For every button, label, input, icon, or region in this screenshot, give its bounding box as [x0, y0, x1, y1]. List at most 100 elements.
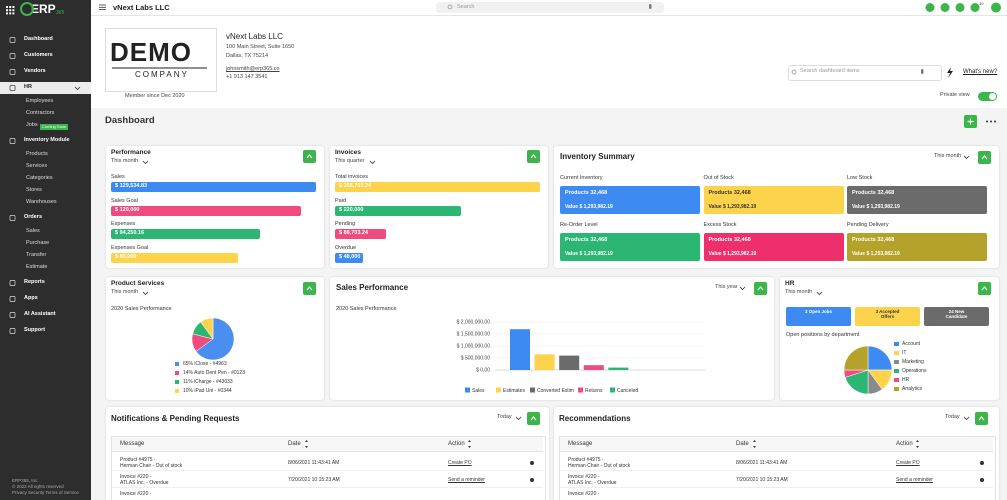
tile-label: Low Stock — [847, 175, 873, 182]
tile-products: Products 32,468 — [565, 237, 608, 244]
dashboard-title: Dashboard — [105, 115, 155, 127]
bar — [111, 205, 301, 216]
action-link[interactable]: Create PO — [448, 459, 472, 466]
bar-label: Expenses Goal — [111, 244, 149, 251]
menu-item[interactable]: Reports — [24, 279, 45, 286]
hr-tile — [924, 307, 989, 326]
message-text: Invoice #220 - — [568, 490, 600, 497]
card-title: Notifications & Pending Requests — [111, 414, 240, 423]
period-dropdown[interactable]: This month — [785, 289, 813, 296]
column-header[interactable]: Message — [120, 441, 145, 447]
period-dropdown[interactable]: This quarter — [335, 158, 365, 165]
bar-label: Total invoices — [335, 174, 369, 181]
card-title: HR — [785, 279, 795, 287]
card-title: Invoices — [335, 148, 362, 156]
period-dropdown[interactable]: This month — [111, 158, 139, 165]
avatar-initials: AJ — [992, 4, 999, 10]
action-link[interactable]: Send a reminder — [448, 476, 485, 483]
submenu-item[interactable]: Transfer — [26, 252, 47, 259]
dashboard-search[interactable] — [788, 65, 942, 81]
column-header[interactable]: Action — [448, 441, 465, 447]
company-address: 100 Main Street, Suite 1650 — [226, 44, 295, 51]
menu-item[interactable]: Customers — [24, 52, 53, 59]
submenu-item[interactable]: Sales — [26, 228, 40, 235]
search-box[interactable] — [436, 2, 664, 13]
tile-label: Current Inventory — [560, 175, 603, 182]
bar-value-label: $ 88,703.24 — [339, 230, 369, 237]
tile-value: Value $ 1,293,982.19 — [852, 203, 900, 210]
submenu-item[interactable]: Jobs — [26, 122, 38, 129]
bar-label: Paid — [335, 197, 347, 204]
inventory-tile — [560, 186, 700, 214]
hr-tile-text: 3 Open Jobs — [804, 309, 832, 314]
menu-item[interactable]: Inventory Module — [24, 137, 70, 144]
bar-value-label: $ 80,000 — [115, 253, 137, 260]
menu-item[interactable]: Vendors — [24, 68, 46, 75]
message-text: Herman Chair - Out of stock — [568, 462, 631, 469]
submenu-item[interactable]: Categories — [26, 175, 53, 182]
column-header[interactable]: Date — [288, 441, 301, 447]
menu-item[interactable]: HR — [24, 84, 32, 91]
menu-item[interactable]: Orders — [24, 214, 43, 221]
menu-item[interactable]: Support — [24, 327, 46, 334]
date-text: 8/06/2021 11:43:41 AM — [736, 459, 788, 466]
menu-item[interactable]: AI Assistant — [24, 311, 56, 318]
company-menu[interactable]: vNext Labs LLC — [113, 2, 170, 12]
header — [91, 16, 1007, 108]
whats-new-link[interactable]: What's new? — [963, 69, 998, 75]
tile-label: Excess Stock — [703, 222, 737, 229]
submenu-item[interactable]: Services — [26, 163, 48, 170]
period-dropdown[interactable]: This month — [934, 153, 962, 160]
dashboard-search-placeholder: Search dashboard items — [800, 68, 860, 75]
column-header[interactable]: Action — [896, 441, 913, 447]
card-title: Product Services — [111, 279, 165, 287]
tile-label: Re-Order Level — [560, 222, 598, 229]
sidebar — [0, 0, 91, 500]
submenu-item[interactable]: Warehouses — [26, 199, 57, 206]
hr-tile-text: 24 New Candidate — [945, 309, 968, 320]
period-dropdown[interactable]: This year — [715, 284, 738, 291]
tile-value: Value $ 1,293,982.19 — [565, 203, 613, 210]
footer-text: ERP365, Inc. — [12, 477, 39, 483]
logo: ERP — [31, 2, 56, 16]
column-header[interactable]: Date — [736, 441, 749, 447]
table — [111, 436, 546, 500]
message-text: Product #4975 - — [568, 456, 604, 463]
submenu-item[interactable]: Stores — [26, 187, 42, 194]
company-email[interactable]: johnsmith@erp365.co — [226, 66, 280, 73]
row-divider — [560, 470, 993, 471]
bar-value-label: $ 48,000 — [339, 253, 361, 260]
footer-text: Privacy Security Terms of Service — [12, 489, 79, 495]
date-text: 7/20/2021 10:15:23 AM — [288, 476, 340, 483]
column-header[interactable]: Message — [568, 441, 593, 447]
legend-label: IT — [902, 349, 907, 356]
submenu-item[interactable]: Contractors — [26, 110, 55, 117]
submenu-item[interactable]: Estimate — [26, 264, 48, 271]
bar — [111, 182, 316, 192]
bar-value-label: $ 129,534.83 — [115, 183, 148, 190]
submenu-item[interactable]: Products — [26, 151, 48, 158]
period-dropdown[interactable]: Today — [945, 414, 960, 421]
message-text: ATLAS Inc. - Overdue — [568, 479, 617, 486]
action-link[interactable]: Create PO — [896, 459, 920, 466]
tile-value: Value $ 1,293,982.19 — [708, 250, 757, 257]
legend-label: 10% iPad Uni - #0344 — [183, 387, 232, 394]
period-dropdown[interactable]: This month — [111, 289, 139, 296]
chart-subtitle: 2020 Sales Performance — [111, 306, 172, 313]
footer-text: © 2022 All rights reserved — [12, 483, 64, 489]
company-address: Dallas, TX 75214 — [226, 53, 269, 60]
menu-item[interactable]: Dashboard — [24, 36, 53, 43]
period-dropdown[interactable]: Today — [497, 414, 512, 421]
tile-products: Products 32,468 — [565, 190, 608, 197]
chart-title: Open positions by department — [786, 332, 860, 339]
action-link[interactable]: Send a reminder — [896, 476, 933, 483]
submenu-item[interactable]: Employees — [26, 98, 54, 105]
submenu-item[interactable]: Purchase — [26, 240, 50, 247]
message-text: Invoice #220 - — [120, 490, 152, 497]
table-header — [112, 437, 543, 452]
bar-label: Expenses — [111, 221, 136, 228]
bar — [111, 252, 238, 263]
menu-item[interactable]: Apps — [24, 295, 38, 302]
